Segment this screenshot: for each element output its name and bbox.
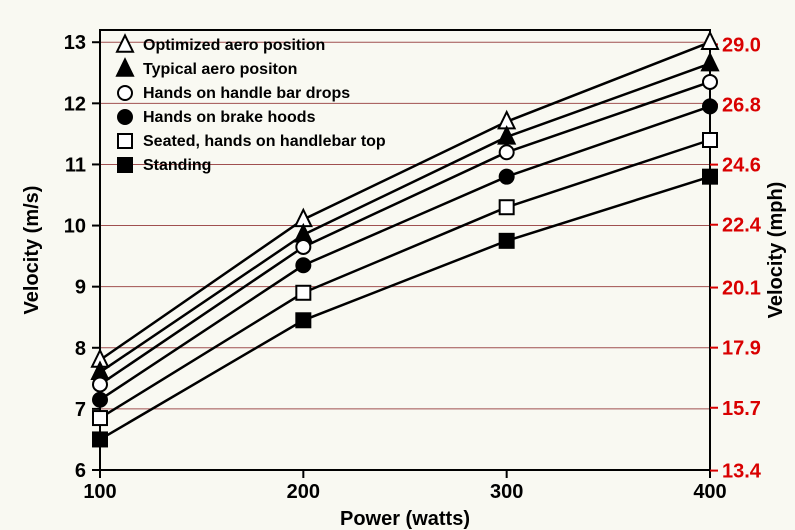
- y-left-tick-label: 12: [64, 93, 86, 115]
- y-right-tick-label: 17.9: [722, 338, 761, 360]
- y-left-tick-label: 11: [65, 154, 86, 176]
- y-left-tick-label: 8: [75, 338, 86, 360]
- x-tick-label: 400: [693, 481, 726, 503]
- y-left-tick-label: 6: [75, 460, 86, 482]
- y-left-axis-label: Velocity (m/s): [21, 186, 43, 315]
- y-left-tick-label: 7: [75, 399, 86, 421]
- y-right-tick-label: 13.4: [722, 461, 762, 483]
- y-left-tick-label: 10: [64, 216, 86, 238]
- y-right-tick-label: 29.0: [722, 34, 761, 56]
- legend-label: Seated, hands on handlebar top: [143, 133, 386, 150]
- legend-label: Optimized aero position: [143, 37, 325, 54]
- y-right-tick-label: 15.7: [722, 398, 761, 420]
- y-left-tick-label: 9: [75, 277, 86, 299]
- legend-label: Standing: [143, 157, 211, 174]
- legend-label: Hands on brake hoods: [143, 109, 316, 126]
- chart-container: 100 200 300 400 6 7 8 9 10 11 12 13 13.4 15.7 17.9 20.1…: [0, 0, 795, 530]
- x-tick-label: 100: [83, 481, 116, 503]
- legend-label: Hands on handle bar drops: [143, 85, 350, 102]
- y-right-tick-label: 24.6: [722, 155, 761, 177]
- x-tick-label: 300: [490, 481, 523, 503]
- y-right-tick-label: 22.4: [722, 215, 762, 237]
- y-right-tick-label: 26.8: [722, 95, 761, 117]
- x-tick-label: 200: [287, 481, 320, 503]
- y-left-tick-label: 13: [64, 32, 86, 54]
- legend-label: Typical aero positon: [143, 61, 297, 78]
- y-right-axis-label: Velocity (mph): [765, 182, 787, 319]
- y-right-tick-label: 20.1: [722, 278, 761, 300]
- x-axis-label: Power (watts): [340, 508, 470, 530]
- chart-svg: 100 200 300 400 6 7 8 9 10 11 12 13 13.4 15.7 17.9 20.1…: [0, 0, 795, 530]
